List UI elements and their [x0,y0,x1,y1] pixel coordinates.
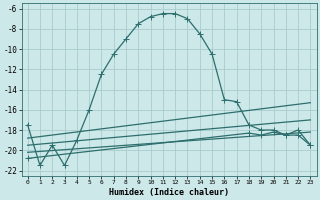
X-axis label: Humidex (Indice chaleur): Humidex (Indice chaleur) [109,188,229,197]
